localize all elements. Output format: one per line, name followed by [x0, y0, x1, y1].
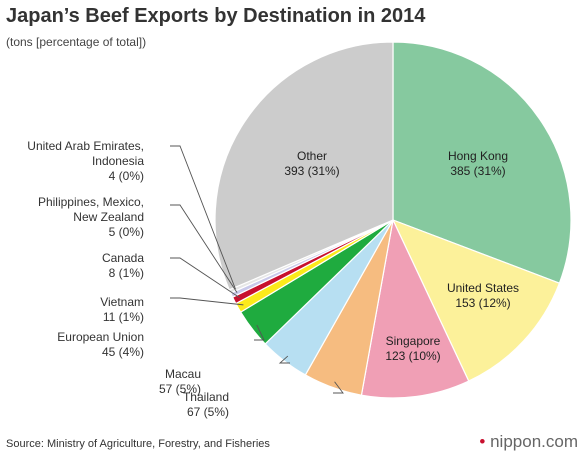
leader-vietnam — [170, 297, 244, 306]
label-european-union: European Union 45 (4%) — [57, 330, 144, 359]
leader-united-arab-emirates-indonesia — [170, 145, 236, 290]
brand-name: nippon — [490, 432, 541, 451]
leader-philippines-mexico-new-zealand — [170, 204, 238, 293]
label-united-arab-emirates-indonesia: United Arab Emirates, Indonesia 4 (0%) — [27, 139, 144, 183]
brand-suffix: .com — [541, 432, 578, 451]
label-united-states: United States 153 (12%) — [447, 281, 519, 310]
leader-lines — [170, 145, 344, 394]
label-other: Other 393 (31%) — [284, 149, 339, 178]
slice-other — [214, 41, 394, 291]
brand-logo: • nippon.com — [479, 432, 578, 451]
leader-thailand — [333, 381, 344, 394]
label-hong-kong: Hong Kong 385 (31%) — [448, 149, 508, 178]
label-thailand: Thailand 67 (5%) — [183, 390, 229, 419]
leader-canada — [170, 257, 240, 299]
slice-hong-kong — [392, 41, 572, 284]
label-philippines-mexico-new-zealand: Philippines, Mexico, New Zealand 5 (0%) — [38, 195, 144, 239]
chart-title: Japan’s Beef Exports by Destination in 2… — [6, 5, 426, 27]
source-note: Source: Ministry of Agriculture, Forestr… — [6, 438, 270, 450]
label-canada: Canada 8 (1%) — [102, 251, 144, 280]
chart-subtitle: (tons [percentage of total]) — [6, 35, 146, 49]
slice-singapore — [360, 218, 470, 399]
slice-united-states — [391, 218, 561, 382]
pie-slices — [214, 41, 572, 399]
slice-labels: Hong Kong 385 (31%) United States 153 (12%)… — [27, 139, 519, 419]
brand-dot: • — [479, 432, 490, 451]
label-vietnam: Vietnam 11 (1%) — [100, 295, 144, 324]
leader-macau — [278, 355, 290, 364]
label-singapore: Singapore 123 (10%) — [385, 334, 440, 363]
label-macau: Macau 57 (5%) — [159, 367, 201, 396]
leader-european-union — [254, 324, 265, 341]
